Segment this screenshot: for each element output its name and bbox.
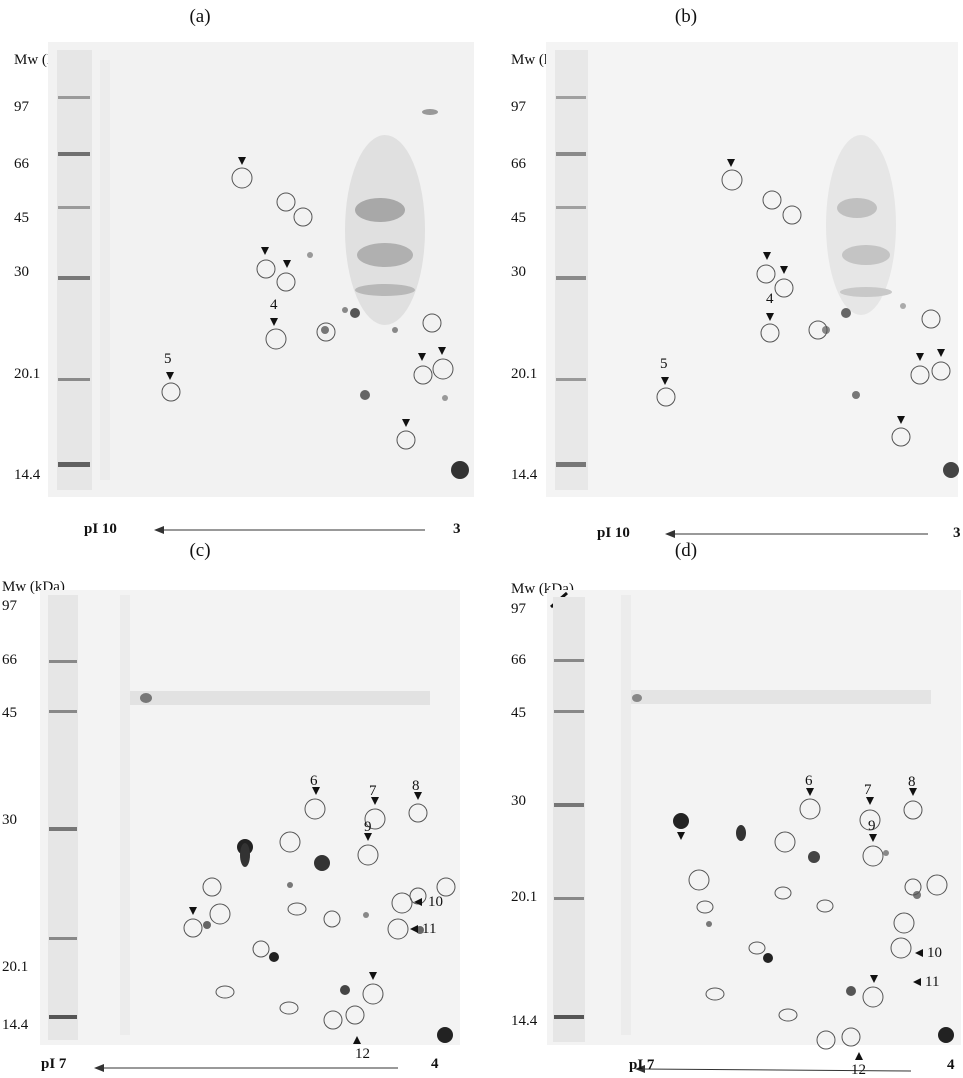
spot-label-10: 10 <box>927 945 942 961</box>
spot-label-7: 7 <box>369 783 377 799</box>
mw-marker-14-4: 14.4 <box>2 1017 29 1033</box>
pi-axis-left-label: pI 7 <box>629 1057 655 1073</box>
spot-label-5: 5 <box>660 356 668 372</box>
mw-marker-45: 45 <box>511 705 526 721</box>
spot-label-8: 8 <box>908 774 916 790</box>
mw-marker-14-4: 14.4 <box>14 467 41 483</box>
spot-label-6: 6 <box>310 773 318 789</box>
mw-marker-66: 66 <box>14 156 29 172</box>
mw-marker-45: 45 <box>511 210 526 226</box>
pi-axis-right-label: 4 <box>431 1056 439 1072</box>
mw-marker-14-4: 14.4 <box>511 467 538 483</box>
spot-label-12: 12 <box>355 1046 370 1062</box>
mw-marker-97: 97 <box>511 99 526 115</box>
panel-b: (b) Mw (kDa) 97 66 45 30 20.1 14.4 <box>481 0 963 541</box>
panel-label: (a) <box>189 6 211 27</box>
mw-marker-66: 66 <box>511 156 526 172</box>
pi-axis-right-label: 3 <box>953 525 961 541</box>
pi-axis-left-label: pI 10 <box>597 525 630 541</box>
panel-label: (b) <box>674 6 698 27</box>
mw-marker-30: 30 <box>2 812 17 828</box>
gel-image <box>546 42 959 538</box>
spot-label-11: 11 <box>925 974 940 990</box>
spot-label-7: 7 <box>864 782 872 798</box>
panel-label: (d) <box>674 540 698 561</box>
spot-label-6: 6 <box>805 773 813 789</box>
spot-label-9: 9 <box>868 818 876 834</box>
spot-label-12: 12 <box>851 1062 866 1078</box>
gel-image <box>40 590 460 1072</box>
spot-label-4: 4 <box>270 297 278 313</box>
mw-marker-45: 45 <box>14 210 29 226</box>
panel-label: (c) <box>189 540 211 561</box>
spot-label-4: 4 <box>766 291 774 307</box>
panel-a: (a) Mw (kDa) 97 66 45 30 20.1 14.4 <box>0 0 481 537</box>
spot-label-11: 11 <box>422 921 437 937</box>
mw-marker-30: 30 <box>511 793 526 809</box>
mw-marker-97: 97 <box>14 99 29 115</box>
spot-label-5: 5 <box>164 351 172 367</box>
pi-axis-left-label: pI 10 <box>84 521 117 537</box>
mw-marker-20-1: 20.1 <box>511 889 538 905</box>
pi-axis-left-label: pI 7 <box>41 1056 67 1072</box>
mw-marker-14-4: 14.4 <box>511 1013 538 1029</box>
spot-label-9: 9 <box>364 819 372 835</box>
mw-marker-20-1: 20.1 <box>14 366 41 382</box>
mw-marker-30: 30 <box>14 264 29 280</box>
mw-marker-97: 97 <box>2 598 17 614</box>
spot-label-8: 8 <box>412 778 420 794</box>
mw-marker-20-1: 20.1 <box>511 366 538 382</box>
mw-marker-66: 66 <box>2 652 17 668</box>
panel-d: (d) Mw (kDa) 97 66 45 30 20.1 14.4 <box>481 535 963 1078</box>
mw-marker-97: 97 <box>511 601 526 617</box>
spot-label-10: 10 <box>428 894 443 910</box>
mw-marker-45: 45 <box>2 705 17 721</box>
gel-image <box>48 42 474 534</box>
gel-image <box>547 590 961 1073</box>
mw-marker-30: 30 <box>511 264 526 280</box>
pi-axis-right-label: 4 <box>947 1057 955 1073</box>
pi-axis-right-label: 3 <box>453 521 461 537</box>
mw-marker-20-1: 20.1 <box>2 959 29 975</box>
mw-marker-66: 66 <box>511 652 526 668</box>
panel-c: (c) Mw (kDa) 97 66 45 30 20.1 14.4 <box>0 535 481 1072</box>
